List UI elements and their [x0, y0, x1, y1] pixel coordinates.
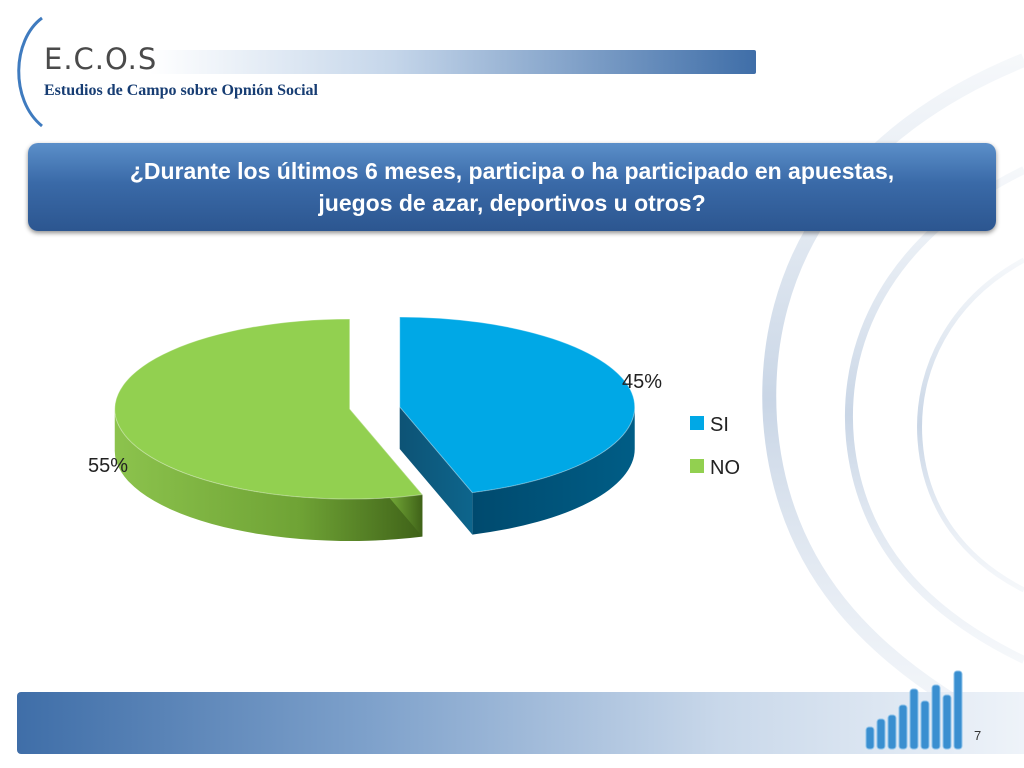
data-label-si: 45% — [622, 371, 662, 393]
pie-slice-no — [114, 318, 424, 542]
chart-legend: SI NO — [690, 414, 740, 479]
page-number: 7 — [974, 728, 982, 743]
logo-arc-icon — [17, 16, 43, 128]
pie-slice-si — [399, 316, 636, 535]
pie-top-si — [399, 316, 636, 494]
data-label-no: 55% — [88, 455, 128, 477]
pie-cut-si-1 — [399, 406, 473, 535]
pie-top-no — [114, 318, 424, 500]
question-banner: ¿Durante los últimos 6 meses, participa … — [28, 143, 996, 231]
logo-title: E.C.O.S — [44, 42, 158, 76]
logo-subtitle: Estudios de Campo sobre Opnión Social — [44, 82, 318, 99]
bar-chart-logo-icon — [865, 670, 963, 750]
pie-side-si — [472, 406, 635, 535]
legend-label-si: SI — [710, 414, 729, 436]
legend-swatch-si — [690, 416, 704, 430]
question-title: ¿Durante los últimos 6 meses, participa … — [129, 158, 895, 216]
pie-side-no — [114, 409, 423, 542]
legend-label-no: NO — [710, 457, 740, 479]
ecos-logo: E.C.O.S Estudios de Campo sobre Opnión S… — [0, 0, 1024, 140]
legend-swatch-no — [690, 459, 704, 473]
footer-bar — [17, 692, 1024, 754]
